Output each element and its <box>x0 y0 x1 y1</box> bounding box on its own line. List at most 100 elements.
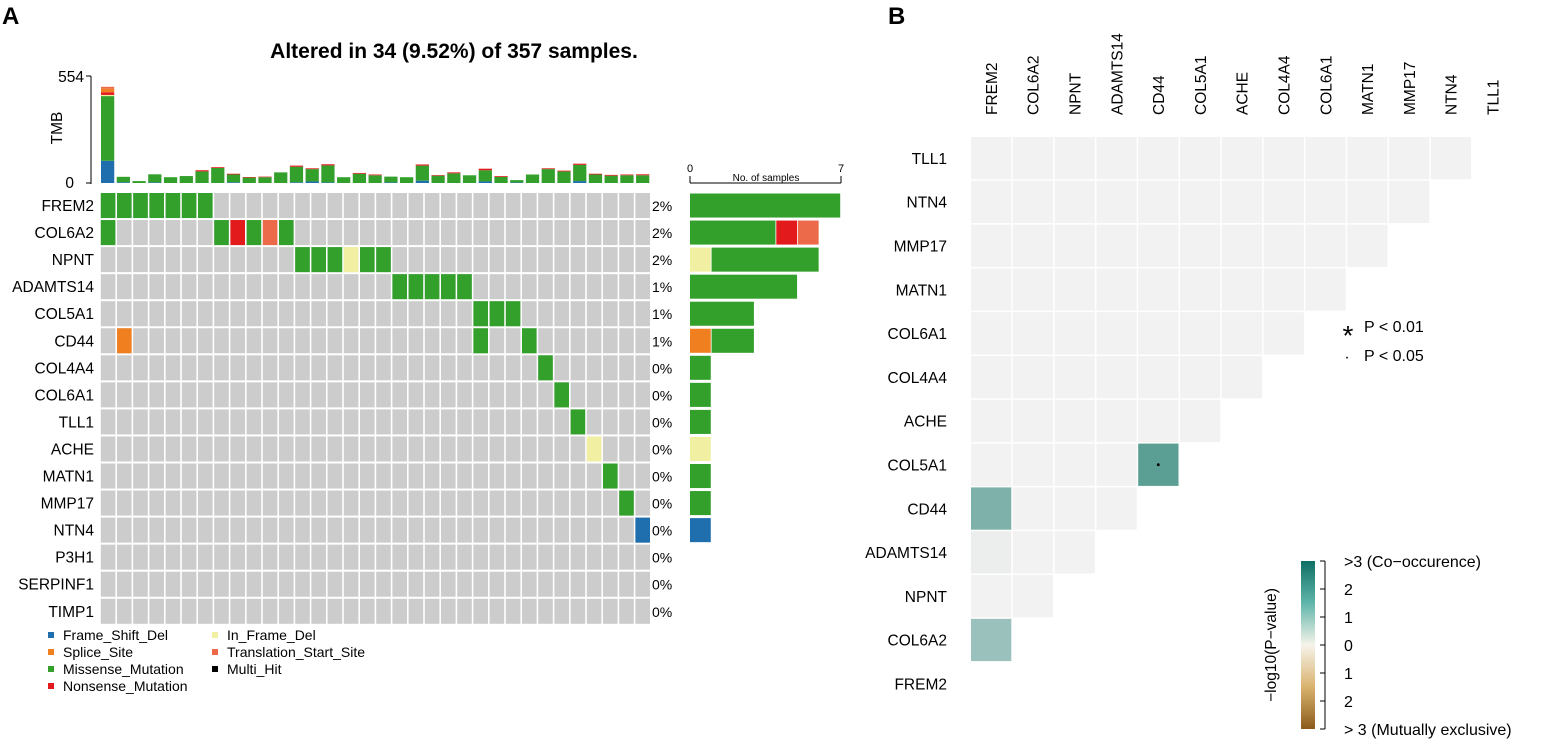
heatmap-cell <box>971 224 1012 267</box>
sample-count-bar-tll1 <box>690 409 711 434</box>
empty-cell <box>522 490 537 516</box>
mutation-cell-ntn4 <box>635 517 650 543</box>
heatmap-cell <box>971 137 1012 180</box>
sample-count-bar-cd44 <box>690 328 711 353</box>
gene-label: NPNT <box>52 252 95 269</box>
empty-cell <box>262 382 278 408</box>
empty-cell <box>279 598 294 624</box>
gene-label: MATN1 <box>43 469 94 486</box>
tmb-bar-segment <box>195 170 209 172</box>
empty-cell <box>505 193 521 219</box>
heatmap-col-label: COL6A2 <box>1026 56 1043 115</box>
empty-cell <box>554 544 569 570</box>
empty-cell <box>100 598 116 624</box>
empty-cell <box>295 301 310 327</box>
empty-cell <box>117 355 132 381</box>
empty-cell <box>360 409 375 435</box>
empty-cell <box>343 328 359 354</box>
empty-cell <box>311 517 326 543</box>
empty-cell <box>554 247 569 273</box>
heatmap-cell <box>971 618 1012 662</box>
empty-cell <box>635 193 650 219</box>
empty-cell <box>327 436 343 462</box>
empty-cell <box>408 193 424 219</box>
empty-cell <box>279 274 294 300</box>
heatmap-cell <box>1347 180 1388 224</box>
gene-pct-label: 0% <box>652 496 672 512</box>
empty-cell <box>586 193 602 219</box>
empty-cell <box>376 328 391 354</box>
mutation-cell-col4a4 <box>538 355 553 381</box>
empty-cell <box>262 247 278 273</box>
colorbar: >3 (Co−occurence) 2 1 0 1 2 > 3 (Mutually excl… <box>1263 554 1512 739</box>
colorbar-gradient <box>1301 561 1315 729</box>
mutation-cell-adamts14 <box>441 274 456 300</box>
empty-cell <box>635 247 650 273</box>
significance-legend: * P < 0.01 · P < 0.05 <box>1343 319 1424 366</box>
empty-cell <box>376 301 391 327</box>
mutation-cell-col6a1 <box>554 382 569 408</box>
empty-cell <box>149 436 164 462</box>
gene-pct-label: 0% <box>652 360 672 376</box>
gene-label: TLL1 <box>59 414 94 431</box>
empty-cell <box>279 301 294 327</box>
empty-cell <box>586 301 602 327</box>
empty-cell <box>538 274 553 300</box>
heatmap-cell <box>1389 180 1430 224</box>
empty-cell <box>473 544 488 570</box>
gene-label: COL6A1 <box>35 387 94 404</box>
empty-cell <box>603 355 618 381</box>
empty-cell <box>522 355 537 381</box>
tmb-bar-segment <box>510 182 524 183</box>
empty-cell <box>100 328 116 354</box>
empty-cell <box>424 247 440 273</box>
empty-cell <box>343 571 359 597</box>
empty-cell <box>311 436 326 462</box>
empty-cell <box>376 193 391 219</box>
empty-cell <box>230 517 245 543</box>
empty-cell <box>165 463 181 489</box>
sample-count-bars <box>690 193 841 543</box>
empty-cell <box>570 355 586 381</box>
empty-cell <box>246 598 262 624</box>
empty-cell <box>408 301 424 327</box>
empty-cell <box>392 193 407 219</box>
empty-cell <box>505 328 521 354</box>
empty-cell <box>214 571 229 597</box>
tmb-bar-segment <box>352 172 367 174</box>
heatmap-row-label: COL6A2 <box>888 633 947 650</box>
empty-cell <box>424 382 440 408</box>
empty-cell <box>343 490 359 516</box>
gene-pct-label: 2% <box>652 252 672 268</box>
tmb-bar-segment <box>101 94 115 97</box>
heatmap-cell <box>1138 268 1179 311</box>
empty-cell <box>100 490 116 516</box>
sample-count-bar-col6a2 <box>797 220 819 245</box>
empty-cell <box>570 544 586 570</box>
mutation-cell-matn1 <box>603 463 618 489</box>
mutation-cell-frem2 <box>165 193 181 219</box>
empty-cell <box>343 274 359 300</box>
heatmap-cell <box>1054 356 1095 399</box>
empty-cell <box>489 517 505 543</box>
mutation-cell-cd44 <box>473 328 488 354</box>
colorbar-label: −log10(P−value) <box>1263 588 1280 702</box>
empty-cell <box>603 517 618 543</box>
empty-cell <box>457 355 472 381</box>
tmb-bar-segment <box>494 176 508 183</box>
empty-cell <box>149 328 164 354</box>
sample-count-bar-npnt <box>711 247 819 272</box>
empty-cell <box>246 328 262 354</box>
empty-cell <box>424 598 440 624</box>
empty-cell <box>473 598 488 624</box>
legend-swatch-missense_mutation <box>48 666 54 672</box>
sample-count-bar-col6a1 <box>690 382 711 407</box>
heatmap-cell <box>1263 180 1304 224</box>
gene-pct-label: 1% <box>652 333 672 349</box>
heatmap-cell <box>1012 487 1054 530</box>
empty-cell <box>262 274 278 300</box>
empty-cell <box>246 247 262 273</box>
empty-cell <box>505 247 521 273</box>
empty-cell <box>376 382 391 408</box>
empty-cell <box>117 517 132 543</box>
